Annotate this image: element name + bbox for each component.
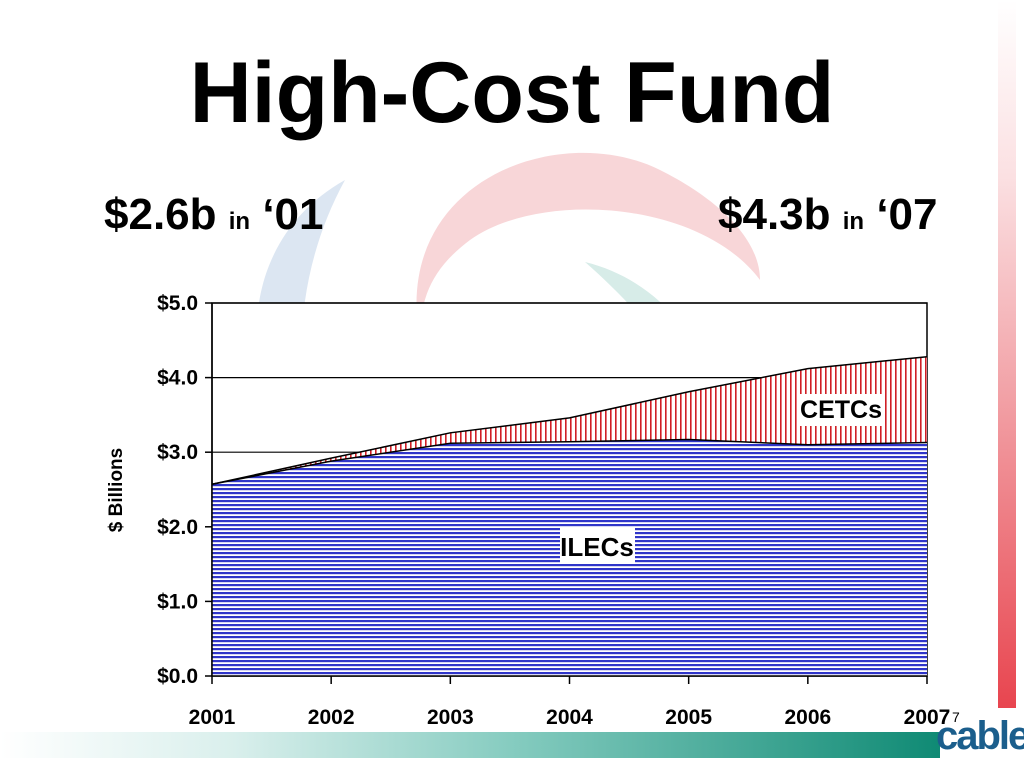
label-ilecs-bg bbox=[560, 528, 635, 564]
y-axis-tick-labels: $0.0 $1.0 $2.0 $3.0 $4.0 $5.0 bbox=[157, 292, 198, 688]
y-tick-label: $5.0 bbox=[157, 292, 198, 315]
subhead-2001: $2.6b in ‘01 bbox=[104, 193, 323, 237]
y-tick-label: $3.0 bbox=[157, 441, 198, 464]
in-label-2001: in bbox=[228, 208, 251, 235]
label-cetcs-bg bbox=[797, 394, 885, 426]
year-2007: ‘07 bbox=[876, 190, 938, 239]
x-tick-label: 2002 bbox=[308, 706, 355, 729]
label-cetcs: CETCs bbox=[800, 396, 882, 424]
bottom-accent-band bbox=[0, 732, 940, 758]
swirl-red-arc bbox=[416, 152, 760, 340]
axis-ticks bbox=[205, 302, 928, 684]
label-ilecs: ILECs bbox=[560, 532, 634, 562]
y-tick-label: $2.0 bbox=[157, 516, 198, 539]
x-tick-label: 2006 bbox=[784, 706, 831, 729]
amount-2007: $4.3b bbox=[718, 190, 831, 239]
x-tick-label: 2003 bbox=[427, 706, 474, 729]
y-tick-label: $0.0 bbox=[157, 665, 198, 688]
right-accent-bar bbox=[998, 0, 1016, 708]
x-tick-label: 2001 bbox=[189, 706, 236, 729]
x-tick-label: 2005 bbox=[665, 706, 712, 729]
x-axis-tick-labels: 2001 2002 2003 2004 2005 2006 2007 bbox=[189, 706, 951, 729]
page-number: 7 bbox=[952, 709, 960, 725]
x-tick-label: 2007 bbox=[904, 706, 951, 729]
year-2001: ‘01 bbox=[262, 190, 324, 239]
y-axis-title: $ Billions bbox=[106, 448, 127, 532]
series-total-line bbox=[211, 355, 928, 486]
amount-2001: $2.6b bbox=[104, 190, 217, 239]
y-tick-label: $1.0 bbox=[157, 590, 198, 613]
slide-title: High-Cost Fund bbox=[189, 45, 835, 141]
series-cetcs-area bbox=[212, 356, 927, 485]
subhead-2007: $4.3b in ‘07 bbox=[718, 193, 937, 237]
series-ilecs-line bbox=[211, 438, 928, 486]
cable-logo: cable bbox=[936, 714, 1024, 758]
y-tick-label: $4.0 bbox=[157, 367, 198, 390]
x-tick-label: 2004 bbox=[546, 706, 593, 729]
in-label-2007: in bbox=[842, 208, 865, 235]
